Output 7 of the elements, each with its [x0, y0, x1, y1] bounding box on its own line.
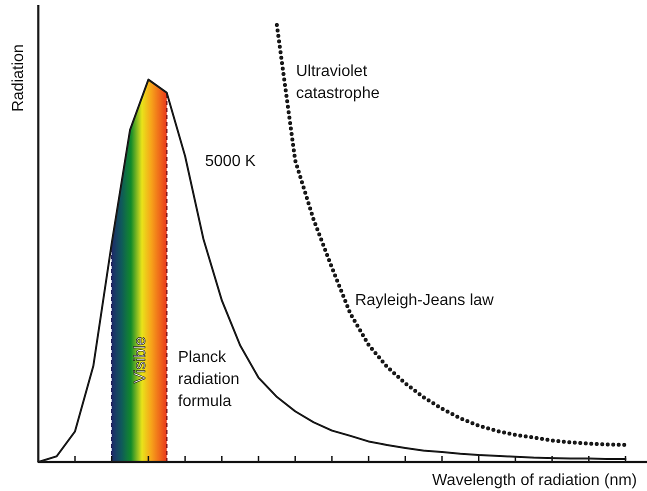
x-axis-title: Wavelength of radiation (nm)	[432, 472, 637, 489]
y-axis-title: Radiation	[10, 44, 27, 112]
series-label: 5000 K	[205, 153, 256, 170]
annotation: Visible	[132, 336, 150, 384]
annotation: Ultraviolet catastrophe	[296, 63, 380, 102]
series-label: Rayleigh-Jeans law	[355, 292, 494, 309]
annotation: Planck radiation formula	[178, 349, 240, 410]
